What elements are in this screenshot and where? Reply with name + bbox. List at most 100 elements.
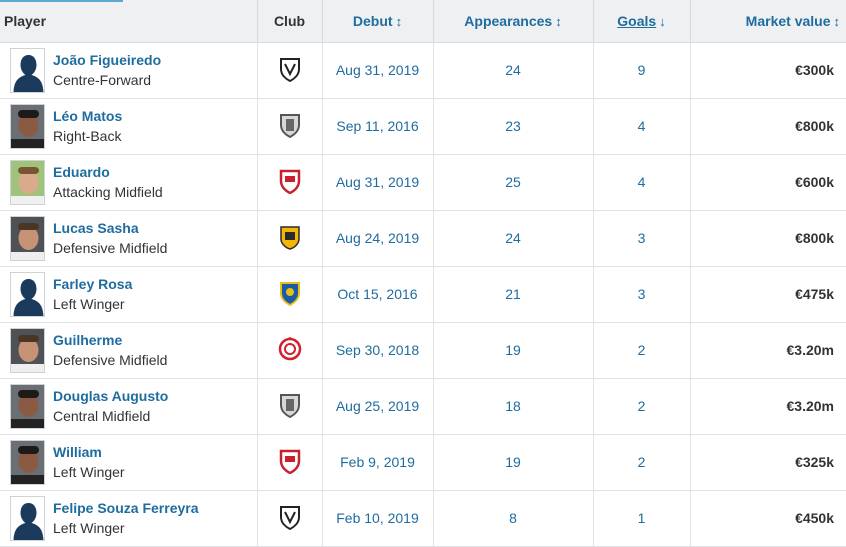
club-crest-icon[interactable]	[278, 336, 302, 364]
club-crest-icon[interactable]	[279, 392, 301, 421]
debut-date-link[interactable]: Oct 15, 2016	[322, 266, 434, 323]
player-name-link[interactable]: Felipe Souza Ferreyra	[53, 500, 199, 516]
player-avatar[interactable]	[10, 215, 45, 261]
player-avatar[interactable]	[10, 159, 45, 205]
column-header-debut[interactable]: Debut ↕	[322, 0, 434, 43]
goals-value[interactable]: 2	[593, 322, 691, 379]
club-cell	[257, 210, 323, 267]
player-name-link[interactable]: João Figueiredo	[53, 52, 162, 68]
player-cell: João Figueiredo Centre-Forward	[0, 42, 258, 99]
player-avatar[interactable]	[10, 439, 45, 485]
column-header-appearances[interactable]: Appearances ↕	[433, 0, 594, 43]
debut-date-link[interactable]: Aug 25, 2019	[322, 378, 434, 435]
player-name-link[interactable]: Guilherme	[53, 332, 123, 348]
goals-value[interactable]: 9	[593, 42, 691, 99]
sort-icon[interactable]: ↕	[555, 13, 562, 29]
player-name-link[interactable]: Farley Rosa	[53, 276, 133, 292]
goals-value[interactable]: 3	[593, 266, 691, 323]
goals-value[interactable]: 2	[593, 378, 691, 435]
market-value[interactable]: €3.20m	[690, 322, 846, 379]
market-value[interactable]: €3.20m	[690, 378, 846, 435]
player-cell: Douglas Augusto Central Midfield	[0, 378, 258, 435]
player-cell: Eduardo Attacking Midfield	[0, 154, 258, 211]
club-cell	[257, 378, 323, 435]
club-crest-icon[interactable]	[279, 56, 301, 85]
sort-icon[interactable]: ↕	[833, 13, 841, 29]
appearances-value[interactable]: 21	[433, 266, 594, 323]
player-position: Central Midfield	[53, 408, 151, 424]
table-row: Farley Rosa Left Winger Oct 15, 2016 21 3 €47…	[0, 266, 846, 323]
club-cell	[257, 42, 323, 99]
sort-desc-icon[interactable]: ↓	[659, 13, 666, 29]
player-position: Defensive Midfield	[53, 240, 168, 256]
appearances-value[interactable]: 24	[433, 42, 594, 99]
market-value[interactable]: €325k	[690, 434, 846, 491]
goals-value[interactable]: 3	[593, 210, 691, 267]
appearances-value[interactable]: 18	[433, 378, 594, 435]
table-row: Lucas Sasha Defensive Midfield Aug 24, 201…	[0, 210, 846, 267]
goals-value[interactable]: 2	[593, 434, 691, 491]
player-cell: Guilherme Defensive Midfield	[0, 322, 258, 379]
appearances-value[interactable]: 24	[433, 210, 594, 267]
appearances-value[interactable]: 19	[433, 434, 594, 491]
debut-date-link[interactable]: Aug 31, 2019	[322, 154, 434, 211]
appearances-value[interactable]: 23	[433, 98, 594, 155]
club-crest-icon[interactable]	[279, 112, 301, 141]
appearances-value[interactable]: 19	[433, 322, 594, 379]
club-crest-icon[interactable]	[279, 224, 301, 253]
player-name-link[interactable]: Eduardo	[53, 164, 110, 180]
table-row: João Figueiredo Centre-Forward Aug 31, 201…	[0, 42, 846, 99]
player-avatar[interactable]	[10, 103, 45, 149]
column-header-goals[interactable]: Goals ↓	[593, 0, 691, 43]
table-row: Felipe Souza Ferreyra Left Winger Feb 10, …	[0, 490, 846, 547]
column-header-player-label: Player	[4, 12, 47, 29]
player-name-link[interactable]: Lucas Sasha	[53, 220, 139, 236]
player-cell: Lucas Sasha Defensive Midfield	[0, 210, 258, 267]
market-value[interactable]: €300k	[690, 42, 846, 99]
market-value[interactable]: €600k	[690, 154, 846, 211]
appearances-value[interactable]: 8	[433, 490, 594, 547]
player-avatar[interactable]	[10, 271, 45, 317]
player-position: Left Winger	[53, 296, 125, 312]
player-avatar[interactable]	[10, 47, 45, 93]
player-avatar[interactable]	[10, 327, 45, 373]
debut-date-link[interactable]: Feb 9, 2019	[322, 434, 434, 491]
appearances-value[interactable]: 25	[433, 154, 594, 211]
club-crest-icon[interactable]	[279, 168, 301, 197]
column-header-market-value-label[interactable]: Market value	[745, 12, 831, 29]
player-name-link[interactable]: William	[53, 444, 102, 460]
debut-date-link[interactable]: Aug 31, 2019	[322, 42, 434, 99]
column-header-debut-label[interactable]: Debut	[352, 12, 393, 29]
market-value[interactable]: €800k	[690, 210, 846, 267]
club-crest-icon[interactable]	[279, 504, 301, 533]
player-position: Attacking Midfield	[53, 184, 163, 200]
market-value[interactable]: €475k	[690, 266, 846, 323]
sort-icon[interactable]: ↕	[395, 13, 403, 29]
debut-date-link[interactable]: Feb 10, 2019	[322, 490, 434, 547]
column-header-market-value[interactable]: Market value ↕	[690, 0, 846, 43]
debut-date-link[interactable]: Sep 30, 2018	[322, 322, 434, 379]
goals-value[interactable]: 4	[593, 154, 691, 211]
player-avatar[interactable]	[10, 383, 45, 429]
player-position: Left Winger	[53, 464, 125, 480]
player-name-link[interactable]: Douglas Augusto	[53, 388, 169, 404]
player-avatar[interactable]	[10, 495, 45, 541]
club-crest-icon[interactable]	[279, 448, 301, 477]
goals-value[interactable]: 1	[593, 490, 691, 547]
debut-date-link[interactable]: Aug 24, 2019	[322, 210, 434, 267]
player-cell: William Left Winger	[0, 434, 258, 491]
column-header-goals-label[interactable]: Goals	[617, 12, 657, 29]
player-cell: Léo Matos Right-Back	[0, 98, 258, 155]
club-crest-icon[interactable]	[279, 280, 301, 309]
player-name-link[interactable]: Léo Matos	[53, 108, 123, 124]
column-header-appearances-label[interactable]: Appearances	[464, 12, 553, 29]
table-row: Guilherme Defensive Midfield Sep 30, 2018 1…	[0, 322, 846, 379]
player-position: Left Winger	[53, 520, 125, 536]
table-header-row: Player Club Debut ↕ Appearances ↕ Goals ↓ M…	[0, 0, 846, 43]
market-value[interactable]: €800k	[690, 98, 846, 155]
goals-value[interactable]: 4	[593, 98, 691, 155]
debut-date-link[interactable]: Sep 11, 2016	[322, 98, 434, 155]
market-value[interactable]: €450k	[690, 490, 846, 547]
club-cell	[257, 266, 323, 323]
